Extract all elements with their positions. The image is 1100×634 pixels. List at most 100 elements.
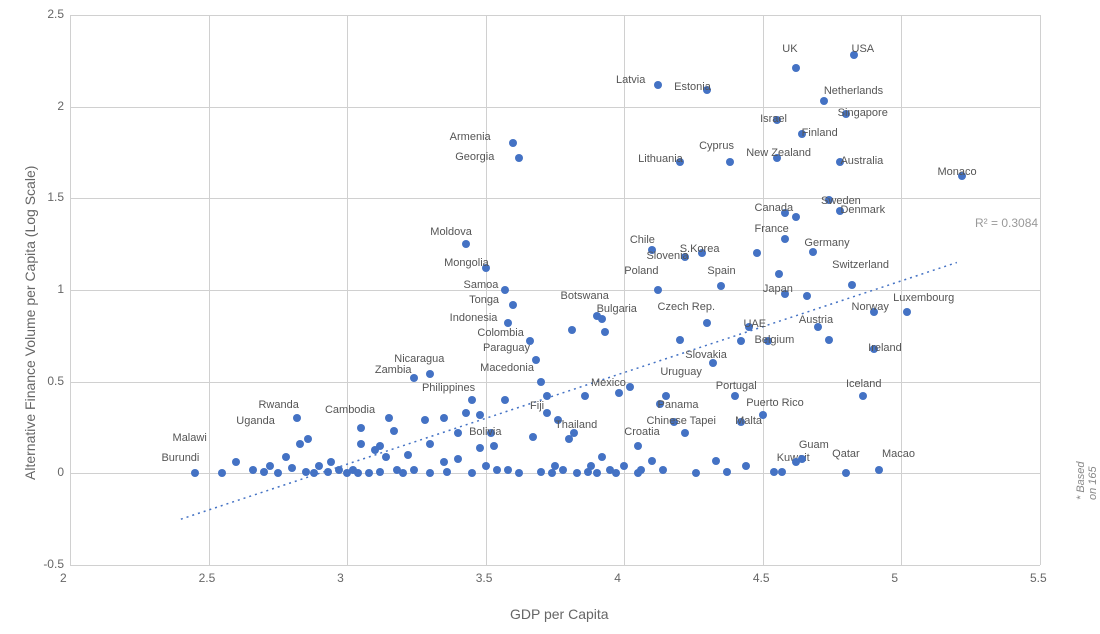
x-tick-label: 3.5 bbox=[476, 571, 493, 585]
data-point-label: Puerto Rico bbox=[746, 398, 803, 409]
data-point bbox=[859, 392, 867, 400]
scatter-chart: Alternative Finance Volume per Capita (L… bbox=[0, 0, 1100, 634]
data-point-label: Latvia bbox=[616, 75, 645, 86]
data-point bbox=[792, 213, 800, 221]
data-point bbox=[282, 453, 290, 461]
data-point-label: Paraguay bbox=[483, 343, 530, 354]
data-point-label: Philippines bbox=[422, 383, 475, 394]
data-point bbox=[410, 466, 418, 474]
data-point bbox=[637, 466, 645, 474]
data-point bbox=[581, 392, 589, 400]
data-point bbox=[385, 414, 393, 422]
data-point-label: Czech Rep. bbox=[658, 302, 715, 313]
data-point-label: Malawi bbox=[173, 433, 207, 444]
data-point bbox=[454, 455, 462, 463]
data-point-label: Spain bbox=[707, 266, 735, 277]
data-point bbox=[443, 468, 451, 476]
data-point-label: Botswana bbox=[561, 291, 609, 302]
data-point bbox=[626, 383, 634, 391]
data-point bbox=[753, 249, 761, 257]
data-point bbox=[482, 462, 490, 470]
data-point-label: Mongolia bbox=[444, 258, 489, 269]
y-tick-label: 2.5 bbox=[24, 7, 64, 21]
data-point bbox=[454, 429, 462, 437]
data-point bbox=[548, 469, 556, 477]
data-point bbox=[493, 466, 501, 474]
data-point bbox=[399, 469, 407, 477]
data-point bbox=[903, 308, 911, 316]
gridline-vertical bbox=[1040, 15, 1041, 565]
data-point bbox=[357, 424, 365, 432]
data-point-label: Uruguay bbox=[660, 367, 702, 378]
data-point-label: Finland bbox=[802, 128, 838, 139]
data-point-label: Burundi bbox=[161, 453, 199, 464]
data-point bbox=[476, 411, 484, 419]
data-point-label: Croatia bbox=[624, 427, 659, 438]
data-point-label: Singapore bbox=[838, 108, 888, 119]
data-point bbox=[515, 154, 523, 162]
data-point bbox=[770, 468, 778, 476]
data-point-label: Norway bbox=[852, 302, 889, 313]
data-point bbox=[335, 466, 343, 474]
data-point bbox=[731, 392, 739, 400]
data-point bbox=[703, 319, 711, 327]
data-point-label: Armenia bbox=[450, 132, 491, 143]
data-point-label: Austria bbox=[799, 315, 833, 326]
data-point bbox=[274, 469, 282, 477]
data-point-label: Germany bbox=[804, 238, 849, 249]
data-point-label: Cambodia bbox=[325, 405, 375, 416]
data-point bbox=[266, 462, 274, 470]
data-point bbox=[615, 389, 623, 397]
data-point bbox=[875, 466, 883, 474]
x-tick-label: 2 bbox=[60, 571, 67, 585]
gridline-horizontal bbox=[70, 15, 1040, 16]
data-point bbox=[537, 468, 545, 476]
data-point bbox=[468, 469, 476, 477]
data-point-label: Japan bbox=[763, 284, 793, 295]
data-point bbox=[848, 281, 856, 289]
gridline-vertical bbox=[901, 15, 902, 565]
data-point-label: France bbox=[755, 224, 789, 235]
data-point bbox=[551, 462, 559, 470]
data-point-label: Switzerland bbox=[832, 260, 889, 271]
y-tick-label: 2 bbox=[24, 99, 64, 113]
data-point-label: Rwanda bbox=[258, 400, 298, 411]
data-point bbox=[654, 286, 662, 294]
data-point-label: Georgia bbox=[455, 152, 494, 163]
data-point bbox=[357, 440, 365, 448]
data-point-label: Belgium bbox=[755, 335, 795, 346]
footnote: * Based on 165 countries bbox=[1075, 455, 1100, 500]
data-point bbox=[327, 458, 335, 466]
x-tick-label: 4.5 bbox=[753, 571, 770, 585]
data-point-label: S.Korea bbox=[680, 244, 720, 255]
data-point-label: Slovakia bbox=[685, 350, 727, 361]
gridline-vertical bbox=[624, 15, 625, 565]
data-point bbox=[293, 414, 301, 422]
data-point-label: Australia bbox=[840, 156, 883, 167]
data-point bbox=[529, 433, 537, 441]
data-point bbox=[288, 464, 296, 472]
data-point bbox=[803, 292, 811, 300]
data-point-label: Macedonia bbox=[480, 363, 534, 374]
data-point-label: Israel bbox=[760, 114, 787, 125]
data-point bbox=[778, 468, 786, 476]
data-point-label: UAE bbox=[743, 319, 766, 330]
data-point bbox=[426, 370, 434, 378]
data-point-label: Indonesia bbox=[450, 313, 498, 324]
data-point-label: New Zealand bbox=[746, 148, 811, 159]
data-point-label: Lithuania bbox=[638, 154, 683, 165]
data-point-label: Guam bbox=[799, 440, 829, 451]
gridline-vertical bbox=[347, 15, 348, 565]
data-point bbox=[568, 326, 576, 334]
data-point bbox=[559, 466, 567, 474]
data-point bbox=[593, 469, 601, 477]
data-point bbox=[421, 416, 429, 424]
data-point bbox=[302, 468, 310, 476]
data-point-label: Macao bbox=[882, 449, 915, 460]
plot-area: BurundiMalawiRwandaUgandaCambodiaZambiaN… bbox=[70, 15, 1040, 565]
data-point-label: Moldova bbox=[430, 227, 472, 238]
data-point bbox=[440, 414, 448, 422]
gridline-vertical bbox=[209, 15, 210, 565]
data-point bbox=[382, 453, 390, 461]
data-point-label: Thailand bbox=[555, 420, 597, 431]
